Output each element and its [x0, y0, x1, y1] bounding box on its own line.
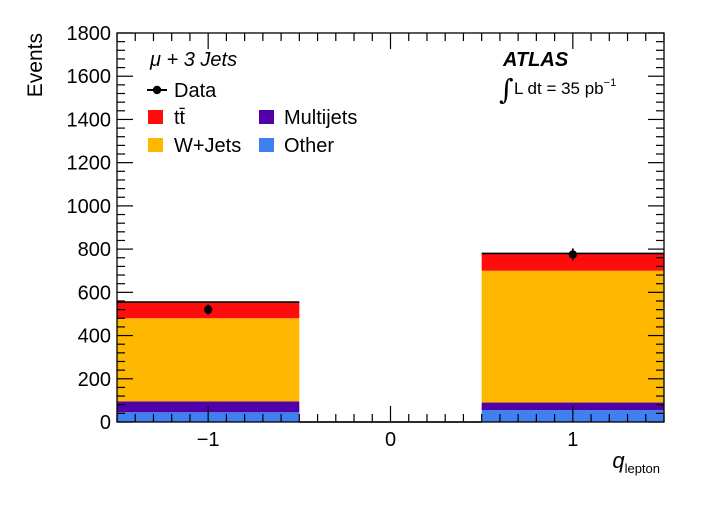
data-point-0 [203, 305, 213, 314]
legend-swatch-ttbar [148, 110, 163, 124]
data-points [203, 248, 578, 315]
legend-item-ttbar: tt̄ [148, 107, 186, 129]
y-tick-label: 1800 [67, 23, 112, 45]
legend-swatch-wjets [148, 138, 163, 152]
y-tick-label: 200 [78, 369, 111, 391]
y-tick-label: 400 [78, 326, 111, 348]
y-tick-label: 1400 [67, 109, 112, 131]
y-tick-label: 0 [100, 412, 111, 434]
y-tick-label: 600 [78, 282, 111, 304]
lumi-superscript: −1 [604, 77, 617, 89]
axis-tick-labels: 0 200 400 600 800 1000 1200 1400 1600 1800 −1 0 1 [67, 23, 579, 451]
legend-label-ttbar: tt̄ [174, 107, 186, 129]
bar-tt--bin-2 [481, 253, 664, 271]
legend-label-multijets: Multijets [284, 107, 357, 129]
y-tick-label: 800 [78, 239, 111, 261]
legend-item-wjets: W+Jets [148, 135, 241, 157]
lumi-text: L dt = 35 pb [514, 79, 604, 98]
legend-item-other: Other [259, 135, 334, 157]
legend: Data tt̄ Multijets W+Jets Other [147, 80, 357, 157]
x-axis-title-subscript: lepton [625, 461, 660, 476]
x-axis-title: qlepton [612, 448, 660, 476]
y-tick-label: 1000 [67, 196, 112, 218]
bar-w-jets-bin-0 [117, 318, 300, 402]
x-tick-label: 0 [385, 429, 396, 451]
legend-swatch-multijets [259, 110, 274, 124]
x-tick-label: 1 [567, 429, 578, 451]
lumi-label: L dt = 35 pb−1 [514, 77, 616, 98]
data-point-1 [568, 250, 578, 259]
bar-w-jets-bin-2 [481, 270, 664, 403]
axis-ticks [116, 32, 665, 423]
legend-item-data: Data [147, 80, 217, 102]
legend-label-wjets: W+Jets [174, 135, 241, 157]
legend-data-marker [152, 85, 162, 95]
lumi-integral-sign: ∫ [499, 73, 514, 106]
legend-item-multijets: Multijets [259, 107, 357, 129]
y-tick-label: 1600 [67, 66, 112, 88]
x-tick-label: −1 [197, 429, 220, 451]
atlas-label: ATLAS [502, 49, 569, 71]
y-tick-label: 1200 [67, 153, 112, 175]
legend-label-data: Data [174, 80, 217, 102]
y-axis-title: Events [24, 33, 47, 97]
channel-label: μ + 3 Jets [149, 49, 237, 71]
legend-label-other: Other [284, 135, 334, 157]
x-axis-title-main: q [612, 448, 625, 473]
legend-swatch-other [259, 138, 274, 152]
